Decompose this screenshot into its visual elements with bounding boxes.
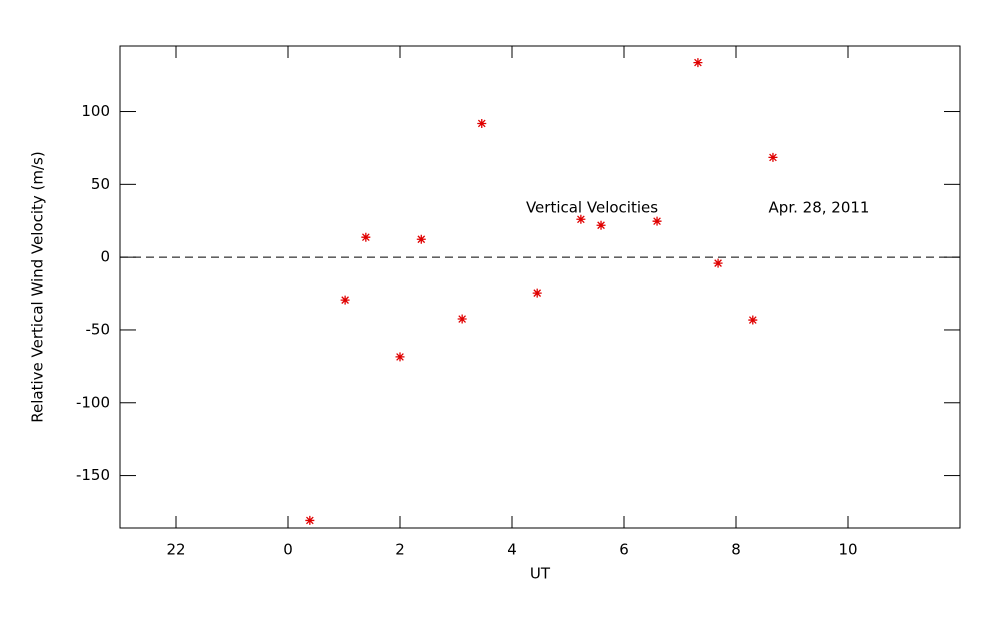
marker	[477, 118, 487, 128]
marker-shape	[477, 118, 487, 128]
marker	[457, 314, 467, 324]
marker-shape	[576, 214, 586, 224]
marker	[532, 288, 542, 298]
marker-shape	[416, 234, 426, 244]
marker-shape	[748, 315, 758, 325]
marker-shape	[361, 232, 371, 242]
marker-shape	[768, 152, 778, 162]
marker-shape	[457, 314, 467, 324]
marker-shape	[652, 216, 662, 226]
y-tick-label: 50	[91, 175, 110, 193]
marker	[748, 315, 758, 325]
marker	[713, 258, 723, 268]
marker	[693, 58, 703, 68]
marker-shape	[713, 258, 723, 268]
x-tick-label: 0	[283, 541, 293, 559]
x-tick-label: 6	[619, 541, 629, 559]
x-tick-label: 2	[395, 541, 405, 559]
y-tick-label: 0	[100, 248, 110, 266]
x-tick-label: 10	[838, 541, 857, 559]
marker-shape	[596, 220, 606, 230]
x-tick-label: 4	[507, 541, 517, 559]
marker-shape	[340, 295, 350, 305]
y-tick-label: -150	[76, 466, 110, 484]
x-tick-label: 8	[731, 541, 741, 559]
marker	[305, 515, 315, 525]
y-tick-label: 100	[81, 102, 110, 120]
annotation: Vertical Velocities	[526, 199, 658, 217]
marker	[395, 352, 405, 362]
marker	[652, 216, 662, 226]
y-tick-label: -100	[76, 393, 110, 411]
marker	[596, 220, 606, 230]
marker-shape	[693, 58, 703, 68]
plot-frame	[119, 45, 961, 529]
marker	[340, 295, 350, 305]
marker	[576, 214, 586, 224]
marker	[768, 152, 778, 162]
x-tick-label: 22	[166, 541, 185, 559]
marker-shape	[395, 352, 405, 362]
marker	[361, 232, 371, 242]
x-axis-title: UT	[530, 565, 551, 583]
marker-shape	[305, 515, 315, 525]
marker-shape	[532, 288, 542, 298]
y-axis-title: Relative Vertical Wind Velocity (m/s)	[29, 151, 47, 422]
marker	[416, 234, 426, 244]
y-tick-label: -50	[86, 320, 111, 338]
annotation: Apr. 28, 2011	[769, 199, 870, 217]
